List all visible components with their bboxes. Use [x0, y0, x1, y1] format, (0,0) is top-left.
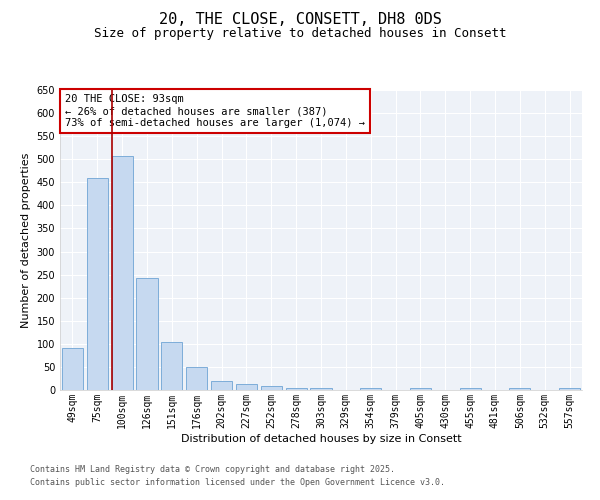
Bar	[410, 388, 431, 390]
Text: Contains HM Land Registry data © Crown copyright and database right 2025.: Contains HM Land Registry data © Crown c…	[30, 466, 395, 474]
Y-axis label: Number of detached properties: Number of detached properties	[21, 152, 31, 328]
Bar	[186, 368, 207, 390]
Bar	[112, 156, 133, 390]
Bar	[509, 388, 530, 390]
Bar	[236, 384, 257, 390]
Bar	[460, 388, 481, 390]
Bar	[360, 388, 381, 390]
Text: Contains public sector information licensed under the Open Government Licence v3: Contains public sector information licen…	[30, 478, 445, 487]
Text: 20 THE CLOSE: 93sqm
← 26% of detached houses are smaller (387)
73% of semi-detac: 20 THE CLOSE: 93sqm ← 26% of detached ho…	[65, 94, 365, 128]
Bar	[310, 388, 332, 390]
Bar	[286, 388, 307, 390]
Bar	[62, 348, 83, 390]
Bar	[261, 386, 282, 390]
Bar	[211, 381, 232, 390]
Text: Size of property relative to detached houses in Consett: Size of property relative to detached ho…	[94, 28, 506, 40]
Bar	[87, 178, 108, 390]
Text: 20, THE CLOSE, CONSETT, DH8 0DS: 20, THE CLOSE, CONSETT, DH8 0DS	[158, 12, 442, 28]
Bar	[136, 278, 158, 390]
X-axis label: Distribution of detached houses by size in Consett: Distribution of detached houses by size …	[181, 434, 461, 444]
Bar	[161, 342, 182, 390]
Bar	[559, 388, 580, 390]
